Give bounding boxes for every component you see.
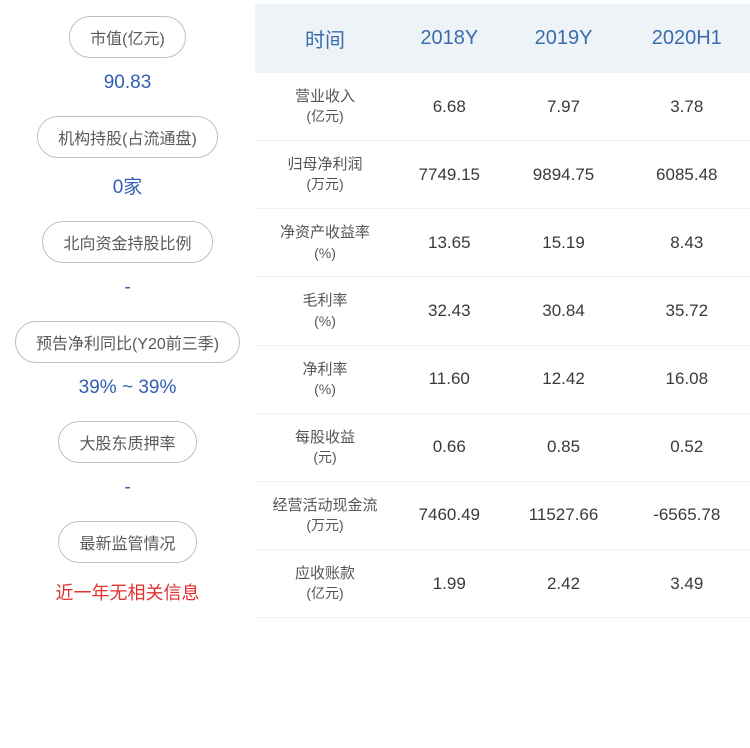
metric-unit: (%) [261, 380, 389, 399]
metric-unit: (%) [261, 244, 389, 263]
metric-unit: (万元) [261, 175, 389, 194]
col-head-2020h1: 2020H1 [624, 4, 750, 73]
cell-value: 3.49 [624, 549, 750, 617]
col-head-time: 时间 [255, 4, 395, 73]
metric-name: 毛利率 [261, 291, 389, 311]
financial-table-panel: 时间 2018Y 2019Y 2020H1 营业收入 (亿元) 6.68 7.9… [255, 0, 750, 748]
cell-value: 6.68 [395, 73, 504, 141]
cell-value: 30.84 [504, 277, 624, 345]
cell-value: 2.42 [504, 549, 624, 617]
cell-value: 32.43 [395, 277, 504, 345]
cell-value: -6565.78 [624, 481, 750, 549]
metric-name: 归母净利润 [261, 155, 389, 175]
cell-value: 0.52 [624, 413, 750, 481]
pill-regulatory-label: 最新监管情况 [58, 521, 196, 563]
regulatory-info-text: 近一年无相关信息 [56, 579, 200, 605]
metric-unit: (%) [261, 312, 389, 331]
table-row: 应收账款 (亿元) 1.99 2.42 3.49 [255, 549, 750, 617]
financial-table: 时间 2018Y 2019Y 2020H1 营业收入 (亿元) 6.68 7.9… [255, 4, 750, 618]
pill-forecast-profit-label: 预告净利同比(Y20前三季) [15, 321, 240, 363]
col-head-2019y: 2019Y [504, 4, 624, 73]
metric-name: 营业收入 [261, 87, 389, 107]
metric-name: 每股收益 [261, 428, 389, 448]
cell-value: 9894.75 [504, 141, 624, 209]
left-summary-panel: 市值(亿元) 90.83 机构持股(占流通盘) 0家 北向资金持股比例 - 预告… [0, 0, 255, 748]
metric-label: 营业收入 (亿元) [255, 73, 395, 141]
metric-unit: (亿元) [261, 107, 389, 126]
metric-label: 经营活动现金流 (万元) [255, 481, 395, 549]
col-head-2018y: 2018Y [395, 4, 504, 73]
table-body: 营业收入 (亿元) 6.68 7.97 3.78 归母净利润 (万元) 7749… [255, 73, 750, 618]
pill-pledge-ratio-label: 大股东质押率 [58, 421, 196, 463]
metric-label: 归母净利润 (万元) [255, 141, 395, 209]
cell-value: 8.43 [624, 209, 750, 277]
pill-inst-holding-value: 0家 [113, 172, 143, 199]
cell-value: 12.42 [504, 345, 624, 413]
cell-value: 11527.66 [504, 481, 624, 549]
table-row: 净利率 (%) 11.60 12.42 16.08 [255, 345, 750, 413]
pill-market-cap-value: 90.83 [104, 72, 152, 94]
pill-market-cap-label: 市值(亿元) [69, 16, 186, 58]
cell-value: 1.99 [395, 549, 504, 617]
cell-value: 35.72 [624, 277, 750, 345]
cell-value: 0.66 [395, 413, 504, 481]
pill-inst-holding-label: 机构持股(占流通盘) [37, 116, 218, 158]
table-row: 毛利率 (%) 32.43 30.84 35.72 [255, 277, 750, 345]
pill-northbound-value: - [124, 277, 130, 299]
cell-value: 15.19 [504, 209, 624, 277]
table-row: 经营活动现金流 (万元) 7460.49 11527.66 -6565.78 [255, 481, 750, 549]
table-row: 营业收入 (亿元) 6.68 7.97 3.78 [255, 73, 750, 141]
cell-value: 11.60 [395, 345, 504, 413]
cell-value: 13.65 [395, 209, 504, 277]
metric-name: 净利率 [261, 360, 389, 380]
cell-value: 0.85 [504, 413, 624, 481]
table-row: 净资产收益率 (%) 13.65 15.19 8.43 [255, 209, 750, 277]
metric-name: 经营活动现金流 [261, 496, 389, 516]
pill-northbound-label: 北向资金持股比例 [42, 221, 212, 263]
table-row: 每股收益 (元) 0.66 0.85 0.52 [255, 413, 750, 481]
metric-label: 毛利率 (%) [255, 277, 395, 345]
table-header: 时间 2018Y 2019Y 2020H1 [255, 4, 750, 73]
metric-name: 应收账款 [261, 564, 389, 584]
cell-value: 7.97 [504, 73, 624, 141]
metric-unit: (元) [261, 448, 389, 467]
metric-label: 净资产收益率 (%) [255, 209, 395, 277]
cell-value: 3.78 [624, 73, 750, 141]
cell-value: 16.08 [624, 345, 750, 413]
metric-unit: (万元) [261, 516, 389, 535]
metric-unit: (亿元) [261, 584, 389, 603]
metric-name: 净资产收益率 [261, 223, 389, 243]
metric-label: 应收账款 (亿元) [255, 549, 395, 617]
metric-label: 每股收益 (元) [255, 413, 395, 481]
pill-forecast-profit-value: 39% ~ 39% [79, 377, 177, 399]
cell-value: 6085.48 [624, 141, 750, 209]
cell-value: 7749.15 [395, 141, 504, 209]
pill-pledge-ratio-value: - [124, 477, 130, 499]
table-row: 归母净利润 (万元) 7749.15 9894.75 6085.48 [255, 141, 750, 209]
cell-value: 7460.49 [395, 481, 504, 549]
metric-label: 净利率 (%) [255, 345, 395, 413]
